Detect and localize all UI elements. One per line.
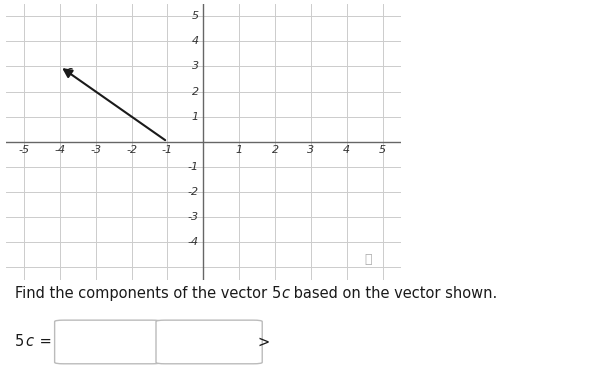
Text: 5: 5: [272, 286, 281, 301]
Text: 2: 2: [271, 145, 279, 155]
Text: -5: -5: [18, 145, 30, 155]
Text: 1: 1: [236, 145, 243, 155]
Text: c: c: [281, 286, 289, 301]
Text: -2: -2: [188, 187, 199, 197]
Text: >: >: [258, 335, 270, 350]
Text: c: c: [25, 335, 33, 350]
Text: Find the components of the vector: Find the components of the vector: [15, 286, 272, 301]
Text: c: c: [66, 65, 72, 78]
Text: 4: 4: [343, 145, 350, 155]
Text: -4: -4: [54, 145, 66, 155]
Text: 🔍: 🔍: [365, 253, 372, 266]
Text: 2: 2: [192, 87, 199, 97]
Text: -4: -4: [188, 237, 199, 247]
Text: 1: 1: [192, 112, 199, 122]
Text: -1: -1: [162, 145, 173, 155]
FancyBboxPatch shape: [156, 320, 262, 364]
Text: -1: -1: [188, 162, 199, 172]
Text: 5: 5: [15, 335, 24, 350]
Text: 5: 5: [379, 145, 386, 155]
Text: = <: = <: [35, 335, 69, 350]
Text: 3: 3: [307, 145, 314, 155]
Text: based on the vector shown.: based on the vector shown.: [289, 286, 497, 301]
Text: ,: ,: [157, 335, 161, 350]
Text: 4: 4: [192, 37, 199, 46]
Text: -2: -2: [126, 145, 137, 155]
Text: 5: 5: [192, 11, 199, 21]
FancyBboxPatch shape: [55, 320, 161, 364]
Text: -3: -3: [188, 212, 199, 222]
Text: -3: -3: [90, 145, 101, 155]
Text: 3: 3: [192, 62, 199, 72]
